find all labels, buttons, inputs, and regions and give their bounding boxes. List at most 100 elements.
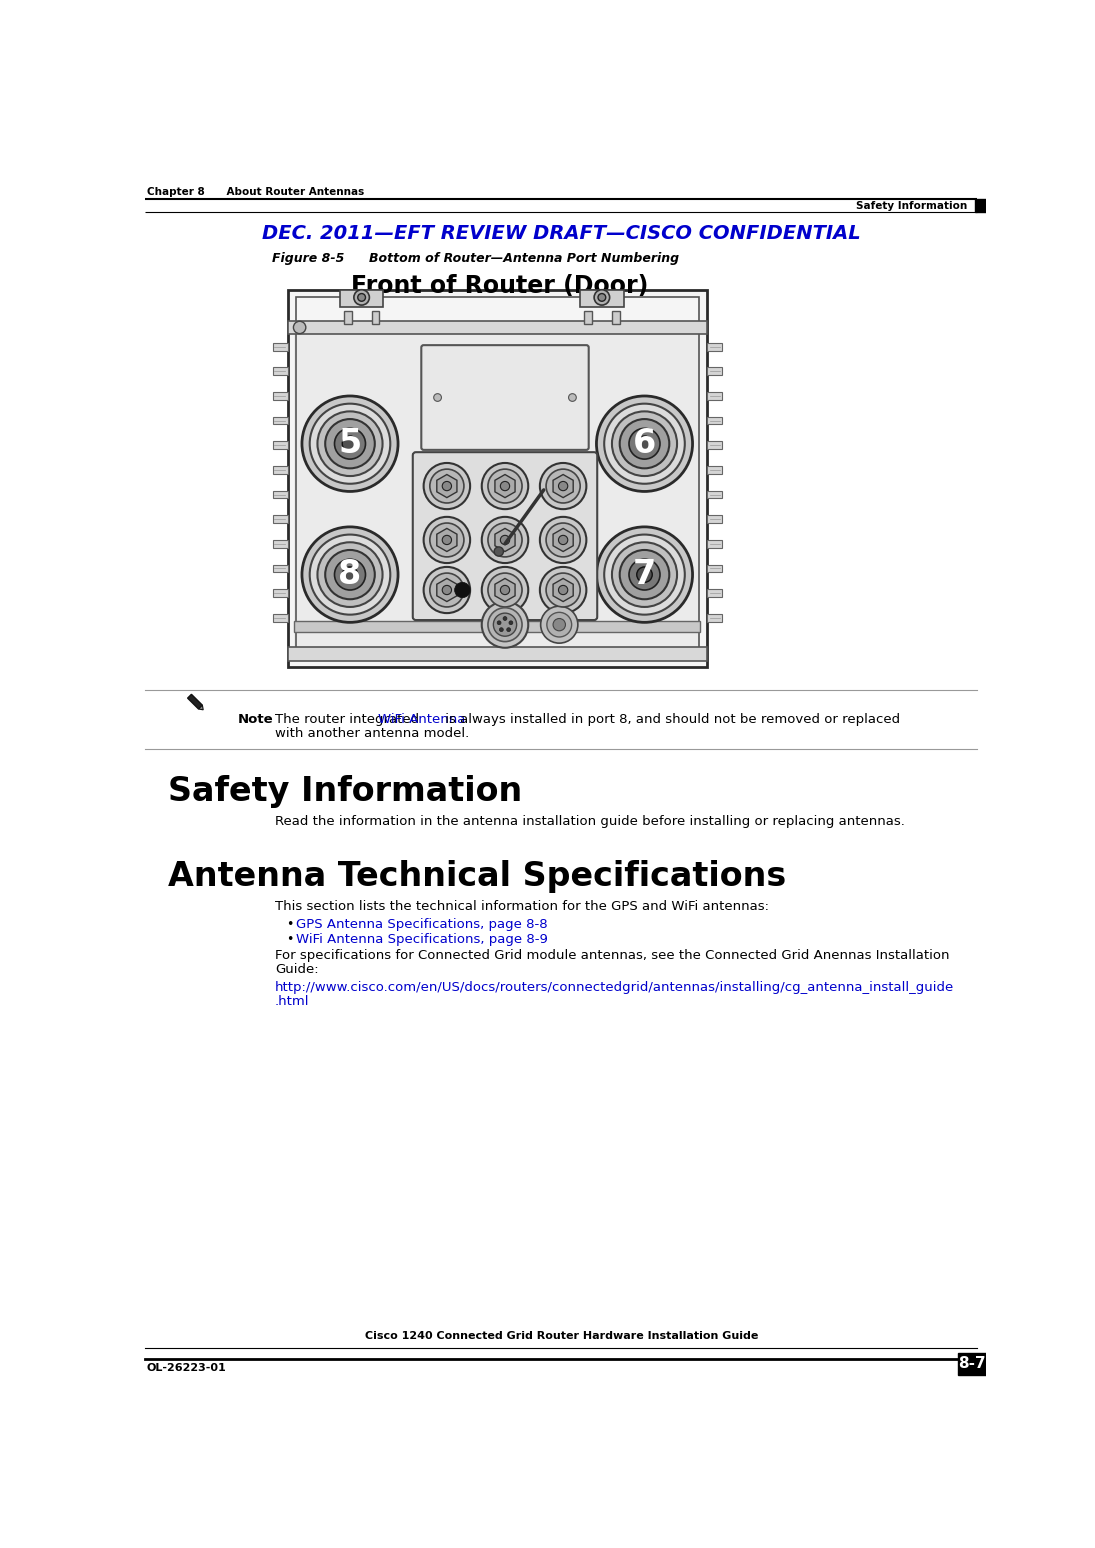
Bar (706, 367, 722, 375)
Circle shape (500, 536, 509, 545)
Circle shape (318, 412, 382, 477)
Text: Cisco 1240 Connected Grid Router Hardware Installation Guide: Cisco 1240 Connected Grid Router Hardwar… (365, 1331, 758, 1341)
Circle shape (558, 536, 568, 545)
Polygon shape (495, 528, 515, 551)
Text: 6: 6 (633, 427, 656, 460)
Circle shape (430, 469, 464, 503)
Bar (706, 441, 722, 449)
Text: Front of Router (Door): Front of Router (Door) (350, 274, 648, 297)
Circle shape (546, 523, 580, 557)
Circle shape (604, 534, 684, 615)
Circle shape (293, 322, 306, 334)
Bar (288, 647, 706, 661)
Bar (295, 621, 701, 632)
Text: Note: Note (238, 714, 274, 726)
Circle shape (430, 523, 464, 557)
Circle shape (629, 429, 660, 460)
Circle shape (318, 542, 382, 607)
Circle shape (507, 628, 510, 632)
Bar (706, 540, 722, 548)
Circle shape (424, 517, 470, 563)
Bar (706, 491, 722, 498)
Circle shape (343, 437, 358, 452)
Circle shape (540, 463, 587, 509)
Circle shape (568, 393, 576, 401)
Circle shape (604, 404, 684, 483)
Circle shape (488, 608, 522, 641)
Bar (273, 416, 288, 424)
Bar (273, 367, 288, 375)
Circle shape (310, 534, 390, 615)
Bar (273, 491, 288, 498)
Circle shape (620, 420, 669, 469)
Text: .html: .html (275, 995, 309, 1008)
Bar (273, 466, 288, 474)
Bar (580, 289, 623, 307)
FancyBboxPatch shape (422, 345, 589, 450)
Circle shape (442, 536, 451, 545)
Bar (706, 565, 722, 573)
Bar (706, 466, 722, 474)
Circle shape (500, 585, 509, 594)
Circle shape (503, 616, 507, 621)
Circle shape (553, 619, 565, 632)
Circle shape (424, 463, 470, 509)
Text: Safety Information: Safety Information (168, 776, 522, 808)
Bar (976, 198, 986, 212)
Bar (612, 311, 620, 324)
Text: 8-7: 8-7 (958, 1356, 986, 1372)
Bar (706, 515, 722, 523)
Circle shape (494, 613, 517, 636)
Circle shape (424, 567, 470, 613)
Circle shape (482, 567, 528, 613)
Text: 7: 7 (633, 559, 656, 591)
Circle shape (612, 412, 677, 477)
Bar (273, 565, 288, 573)
Circle shape (482, 463, 528, 509)
Circle shape (620, 550, 669, 599)
Circle shape (488, 523, 522, 557)
Text: Bottom of Router—Antenna Port Numbering: Bottom of Router—Antenna Port Numbering (369, 252, 680, 265)
Text: Antenna Technical Specifications: Antenna Technical Specifications (168, 859, 786, 893)
Circle shape (497, 621, 502, 625)
Circle shape (482, 602, 528, 647)
Circle shape (430, 573, 464, 607)
Circle shape (540, 567, 587, 613)
Polygon shape (553, 528, 573, 551)
Text: Figure 8-5: Figure 8-5 (273, 252, 345, 265)
Circle shape (482, 517, 528, 563)
Polygon shape (437, 528, 457, 551)
Text: 5: 5 (338, 427, 361, 460)
Text: 8: 8 (338, 559, 361, 591)
Bar (706, 590, 722, 598)
Text: •: • (286, 918, 293, 930)
Circle shape (343, 567, 358, 582)
Text: Chapter 8      About Router Antennas: Chapter 8 About Router Antennas (147, 187, 365, 197)
Circle shape (629, 559, 660, 590)
Bar (706, 342, 722, 350)
Text: The router integrated: The router integrated (275, 714, 423, 726)
Text: WiFi Antenna: WiFi Antenna (378, 714, 465, 726)
Bar (339, 289, 383, 307)
Circle shape (442, 585, 451, 594)
Bar (706, 615, 722, 622)
Circle shape (442, 481, 451, 491)
Text: DEC. 2011—EFT REVIEW DRAFT—CISCO CONFIDENTIAL: DEC. 2011—EFT REVIEW DRAFT—CISCO CONFIDE… (263, 224, 861, 243)
Circle shape (509, 621, 512, 625)
Polygon shape (437, 475, 457, 497)
Text: is always installed in port 8, and should not be removed or replaced: is always installed in port 8, and shoul… (440, 714, 900, 726)
Circle shape (597, 526, 692, 622)
Text: Read the information in the antenna installation guide before installing or repl: Read the information in the antenna inst… (275, 814, 904, 828)
Text: For specifications for Connected Grid module antennas, see the Connected Grid An: For specifications for Connected Grid mo… (275, 949, 949, 961)
Bar (371, 311, 380, 324)
Circle shape (540, 517, 587, 563)
Circle shape (546, 613, 572, 636)
Circle shape (598, 294, 606, 302)
Circle shape (310, 404, 390, 483)
Circle shape (546, 573, 580, 607)
Circle shape (558, 481, 568, 491)
Circle shape (595, 289, 610, 305)
Circle shape (546, 469, 580, 503)
Bar (288, 320, 706, 334)
Circle shape (637, 567, 653, 582)
